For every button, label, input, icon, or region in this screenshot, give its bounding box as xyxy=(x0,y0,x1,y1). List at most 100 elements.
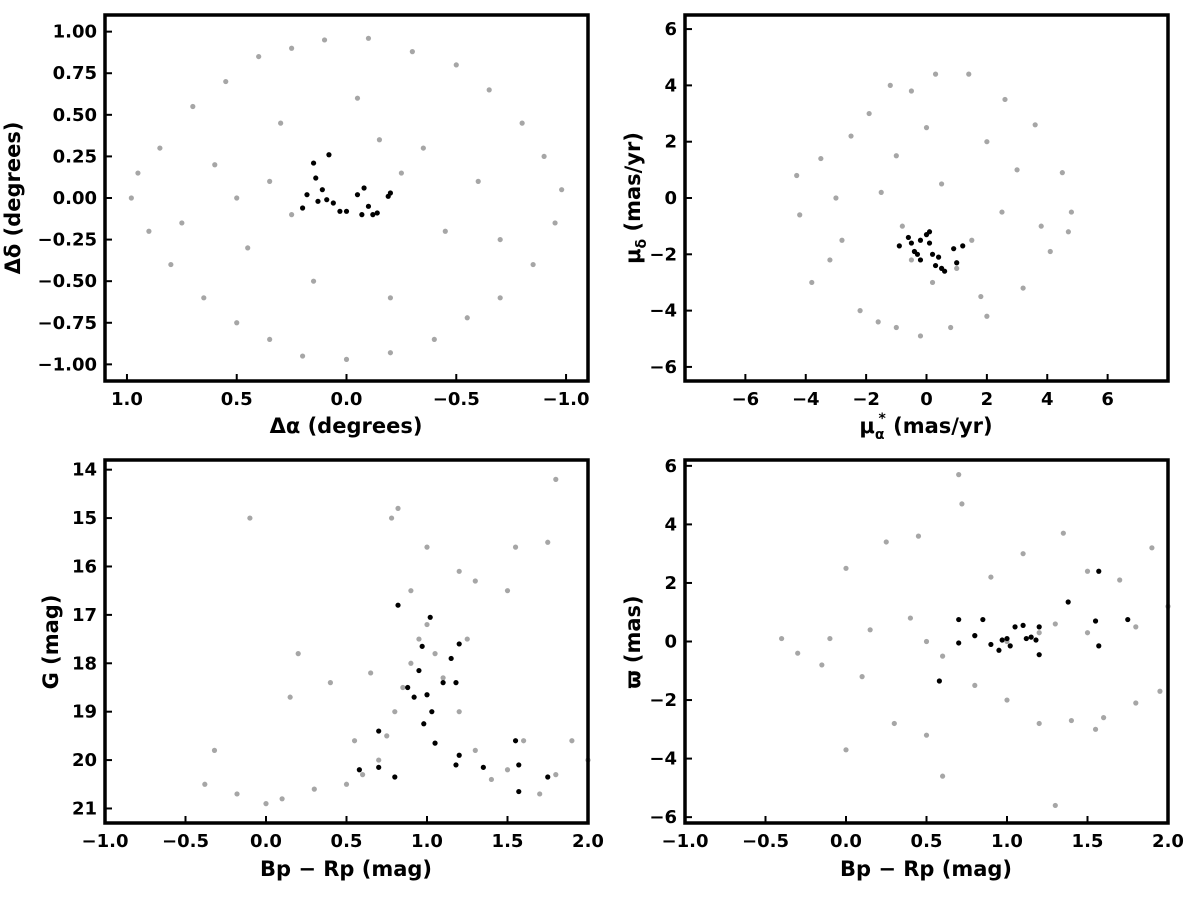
field-star-point xyxy=(267,336,273,343)
member-star-point xyxy=(395,602,401,608)
field-star-point xyxy=(899,223,905,229)
field-star-point xyxy=(211,747,218,754)
field-star-point xyxy=(827,635,833,642)
field-star-point xyxy=(409,49,415,55)
y-tick-label: 0.50 xyxy=(53,105,97,126)
member-star-point xyxy=(932,262,939,269)
field-star-point xyxy=(408,588,414,594)
field-star-point xyxy=(442,228,448,234)
member-star-point xyxy=(313,175,319,181)
member-star-point xyxy=(926,240,933,246)
field-star-point xyxy=(376,137,383,143)
field-star-point xyxy=(908,257,915,263)
member-star-point xyxy=(999,637,1005,643)
member-star-point xyxy=(908,240,915,246)
field-star-point xyxy=(1157,688,1163,694)
field-star-point xyxy=(908,88,915,94)
field-star-point xyxy=(392,709,398,715)
field-star-point xyxy=(360,772,366,778)
field-star-point xyxy=(1060,530,1066,536)
plot-frame xyxy=(683,458,1170,825)
field-star-point xyxy=(1020,551,1026,557)
field-star-point xyxy=(395,505,401,511)
field-star-point xyxy=(966,71,972,77)
member-star-point xyxy=(917,257,924,263)
member-star-point xyxy=(516,762,522,768)
y-tick-label: 0.75 xyxy=(53,63,97,84)
member-star-point xyxy=(1096,568,1102,574)
field-star-point xyxy=(893,153,899,159)
plot-frame xyxy=(103,458,590,825)
field-star-point xyxy=(223,78,229,85)
field-star-point xyxy=(420,145,426,151)
field-star-point xyxy=(311,786,317,792)
field-star-point xyxy=(504,588,511,594)
field-star-point xyxy=(843,747,849,753)
plot-frame xyxy=(683,13,1170,383)
panel-cmd: −1.0 −0.5 0.0 0.5 1.0 1.5 2.0 14 15 16 17 18 19 20 21… xyxy=(39,458,604,881)
field-star-point xyxy=(486,87,492,93)
x-tick-label: 2.0 xyxy=(1152,831,1184,852)
field-star-point xyxy=(959,501,965,507)
x-tick-label: 6 xyxy=(1101,389,1114,410)
field-star-point xyxy=(795,650,801,656)
member-star-point xyxy=(988,641,994,648)
field-star-point xyxy=(552,220,558,226)
y-tick-label: 15 xyxy=(72,508,97,529)
y-tick-label: 0 xyxy=(664,632,677,653)
field-stars xyxy=(128,35,565,362)
member-star-point xyxy=(1020,622,1026,628)
field-star-point xyxy=(1014,167,1020,173)
field-star-point xyxy=(289,45,295,51)
y-axis-label: ϖ (mas) xyxy=(621,595,645,688)
field-star-point xyxy=(472,578,478,584)
member-star-point xyxy=(926,229,933,235)
x-axis-ticks: 1.0 0.5 0.0 −0.5 −1.0 xyxy=(111,374,590,410)
y-tick-label: 20 xyxy=(72,750,97,771)
field-star-point xyxy=(351,738,358,744)
member-stars xyxy=(896,229,966,274)
member-star-point xyxy=(356,767,362,773)
field-star-point xyxy=(464,636,470,642)
field-star-point xyxy=(893,324,899,331)
member-star-point xyxy=(376,728,382,734)
member-stars xyxy=(936,568,1131,684)
field-star-point xyxy=(168,261,174,268)
member-star-point xyxy=(956,616,962,623)
y-tick-label: 4 xyxy=(664,514,677,535)
x-tick-label: 4 xyxy=(1041,389,1054,410)
field-star-point xyxy=(416,636,422,642)
field-star-point xyxy=(541,153,547,160)
y-tick-label: 21 xyxy=(72,798,97,819)
field-star-point xyxy=(545,539,551,545)
member-star-point xyxy=(1023,635,1029,642)
field-star-point xyxy=(1065,229,1071,235)
field-star-point xyxy=(128,195,134,201)
member-star-point xyxy=(359,212,365,218)
field-star-point xyxy=(940,653,946,659)
field-star-point xyxy=(234,195,240,201)
field-star-point xyxy=(424,621,430,628)
field-star-point xyxy=(432,651,438,657)
field-star-point xyxy=(456,709,462,715)
field-star-point xyxy=(440,675,446,681)
member-star-point xyxy=(1096,643,1102,649)
field-star-point xyxy=(234,791,240,797)
y-tick-label: −4 xyxy=(649,749,677,770)
field-star-point xyxy=(938,181,945,187)
field-star-point xyxy=(387,350,394,356)
field-star-point xyxy=(387,295,394,301)
y-tick-label: 6 xyxy=(664,456,677,477)
y-tick-label: 14 xyxy=(72,460,97,481)
member-star-point xyxy=(440,680,446,686)
y-tick-label: −0.25 xyxy=(38,230,98,251)
field-star-point xyxy=(1101,715,1107,721)
field-star-point xyxy=(984,313,990,319)
y-tick-label: 17 xyxy=(72,605,97,626)
field-star-point xyxy=(833,195,839,201)
panel-parallax: −1.0 −0.5 0.0 0.5 1.0 1.5 2.0 −6 −4 −2 0 2 4 6 Bp − … xyxy=(621,456,1184,881)
field-star-point xyxy=(1036,630,1042,636)
x-tick-label: −6 xyxy=(732,389,760,410)
